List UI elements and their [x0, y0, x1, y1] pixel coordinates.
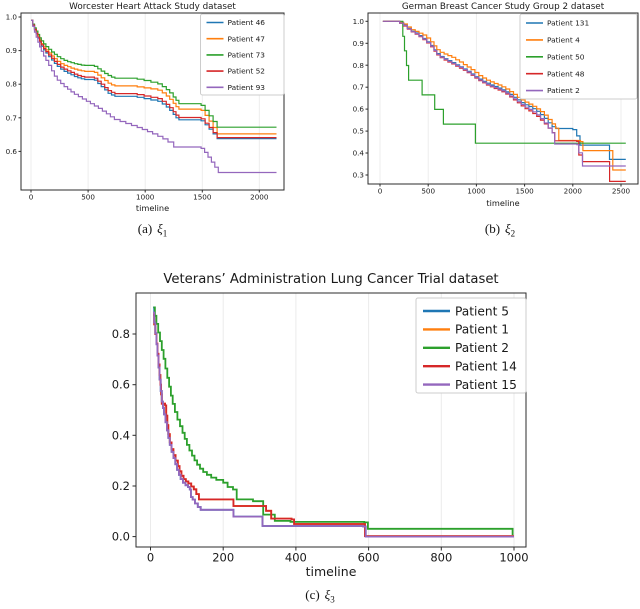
chart-title: Veterans’ Administration Lung Cancer Tri… — [163, 272, 498, 287]
y-tick-label: 0.8 — [6, 80, 18, 89]
y-tick-label: 0.4 — [112, 428, 130, 442]
legend-label: Patient 5 — [455, 304, 509, 318]
series-patient-15 — [153, 311, 514, 538]
x-tick-label: 1500 — [515, 187, 534, 196]
series-patient-73 — [31, 19, 277, 128]
caption-b-symbol: ξ — [505, 221, 511, 236]
legend-box — [519, 13, 638, 100]
series-group — [153, 306, 514, 538]
y-tick-label: 0.5 — [353, 127, 364, 136]
x-tick-label: 500 — [81, 193, 95, 202]
x-tick-label: 1000 — [136, 193, 155, 202]
y-tick-label: 1.0 — [6, 13, 18, 22]
y-tick-label: 0.8 — [353, 61, 365, 70]
series-group — [31, 19, 277, 174]
legend-label: Patient 48 — [547, 69, 585, 78]
x-axis-label: timeline — [486, 198, 519, 208]
y-tick-label: 0.6 — [112, 378, 130, 392]
chart-worcester-heart-attack: 0 500 1000 1500 2000 0.6 0.7 0.8 0.9 1.0 Worcester… — [6, 2, 285, 213]
chart-german-breast-cancer: 0 500 1000 1500 2000 2500 0.3 0.4 0.5 0.6 0.7 0.8 0.… — [353, 2, 639, 208]
legend-label: Patient 73 — [228, 50, 266, 59]
chart-title: Worcester Heart Attack Study dataset — [69, 2, 236, 12]
caption-c: (c) ξ3 — [0, 587, 640, 605]
series-patient-2 — [382, 20, 626, 167]
y-tick-label: 1.0 — [353, 17, 365, 26]
x-tick-label: 800 — [430, 551, 452, 565]
caption-c-label: (c) — [305, 587, 320, 602]
legend-label: Patient 15 — [455, 378, 517, 392]
caption-a-subscript: 1 — [162, 228, 168, 239]
caption-a: (a) ξ1 — [0, 221, 305, 239]
legend-label: Patient 4 — [547, 35, 580, 44]
y-tick-label: 0.6 — [353, 105, 365, 114]
y-tick-label: 0.6 — [6, 147, 18, 156]
y-tick-label: 0.0 — [112, 530, 130, 544]
y-tick-label: 0.9 — [6, 46, 18, 55]
legend-label: Patient 2 — [547, 86, 580, 95]
series-group — [382, 20, 626, 182]
series-patient-50 — [382, 20, 626, 144]
legend-label: Patient 52 — [228, 67, 266, 76]
x-tick-label: 200 — [212, 551, 234, 565]
legend-label: Patient 46 — [228, 18, 266, 27]
x-tick-label: 1000 — [467, 187, 486, 196]
caption-b-label: (b) — [484, 221, 501, 236]
chart-title: German Breast Cancer Study Group 2 datas… — [402, 2, 605, 12]
x-axis-label: timeline — [136, 203, 169, 213]
x-tick-label: 500 — [421, 187, 435, 196]
x-tick-label: 400 — [285, 551, 307, 565]
legend-box — [415, 297, 527, 394]
legend-box — [200, 13, 285, 96]
y-tick-label: 0.9 — [353, 39, 365, 48]
chart-veterans-lung-cancer: 0 200 400 600 800 1000 0.0 0.2 0.4 0.6 0.8 Veterans… — [112, 272, 529, 579]
legend-label: Patient 14 — [455, 359, 517, 373]
caption-a-label: (a) — [137, 221, 153, 236]
axes-frame — [367, 12, 639, 185]
y-tick-label: 0.7 — [6, 113, 17, 122]
x-tick-label: 2000 — [250, 193, 269, 202]
x-tick-label: 600 — [358, 551, 380, 565]
caption-c-symbol: ξ — [324, 587, 331, 602]
legend-label: Patient 1 — [455, 323, 509, 337]
y-tick-label: 0.3 — [353, 171, 364, 180]
caption-b: (b) ξ2 — [345, 221, 640, 239]
y-tick-label: 0.2 — [112, 479, 130, 493]
y-tick-label: 0.4 — [353, 149, 365, 158]
legend-label: Patient 93 — [228, 83, 266, 92]
series-patient-52 — [31, 19, 277, 139]
series-patient-93 — [31, 19, 277, 174]
axes-frame — [135, 292, 527, 548]
axes-frame — [20, 12, 285, 191]
x-tick-label: 0 — [378, 187, 383, 196]
caption-c-subscript: 3 — [330, 594, 335, 605]
x-tick-label: 0 — [147, 551, 154, 565]
caption-b-subscript: 2 — [510, 228, 516, 239]
legend-label: Patient 47 — [228, 34, 266, 43]
x-tick-label: 2000 — [564, 187, 583, 196]
y-tick-label: 0.7 — [353, 83, 364, 92]
y-tick-label: 0.8 — [112, 327, 130, 341]
x-tick-label: 2500 — [612, 187, 631, 196]
series-patient-4 — [382, 20, 626, 171]
caption-a-symbol: ξ — [157, 221, 163, 236]
legend-label: Patient 50 — [547, 52, 585, 61]
x-tick-label: 1500 — [193, 193, 212, 202]
x-axis-label: timeline — [306, 564, 357, 579]
x-tick-label: 0 — [29, 193, 34, 202]
legend-label: Patient 131 — [547, 19, 589, 28]
x-tick-label: 1000 — [499, 551, 528, 565]
legend-label: Patient 2 — [455, 341, 509, 355]
series-patient-2 — [153, 306, 514, 536]
